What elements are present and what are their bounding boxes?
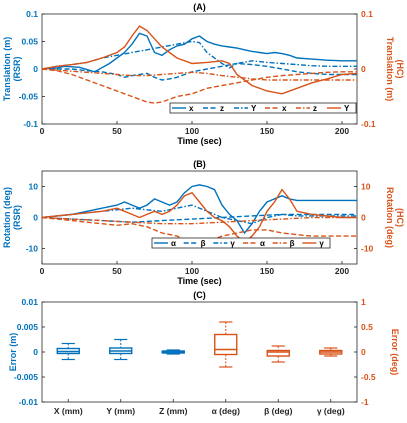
panel-a-series-left-y-line xyxy=(41,40,357,70)
panel-b-ylabel-left: Rotation (deg) xyxy=(2,187,12,248)
panel-a-legend-label: x xyxy=(282,104,287,113)
panel-a-ytick-left-label: 0.05 xyxy=(21,37,38,47)
panel-b-legend-label: β xyxy=(201,239,206,248)
panel-a-xtick-label: 50 xyxy=(112,126,122,136)
panel-c-ytick-right-label: -0.5 xyxy=(361,372,376,382)
panel-a-legend-box xyxy=(169,102,357,114)
panel-c-ytick-left-label: 0.01 xyxy=(21,297,38,307)
panel-c-ytick-left-label: -0.005 xyxy=(14,372,38,382)
panel-a-xtick-label: 0 xyxy=(40,126,45,136)
panel-a-series-right-y-line xyxy=(41,25,358,95)
panel-c-frame xyxy=(41,301,358,403)
panel-b-legend-label: α xyxy=(260,239,265,248)
panel-b-legend-label: β xyxy=(290,239,295,248)
panel-a-series-right-z-line xyxy=(41,68,357,81)
panel-c-category-label: γ (deg) xyxy=(317,406,345,416)
panel-b-legend-label: α xyxy=(171,239,176,248)
panel-c-category-label: α (deg) xyxy=(212,406,241,416)
panel-b-xtick-label: 50 xyxy=(112,266,122,276)
panel-c-ytick-right-label: 0.5 xyxy=(361,322,373,332)
panel-a-legend-label: z xyxy=(313,104,317,113)
panel-a-series-left-z-line xyxy=(42,62,357,81)
panel-c-ytick-right-label: -1 xyxy=(361,397,369,407)
panel-b-ytick-left-label: 10 xyxy=(29,182,39,192)
panel-b-series-right-β-line xyxy=(41,216,357,225)
panel-a-legend-label: Y xyxy=(344,104,350,113)
panel-b-ytick-right-label: 10 xyxy=(361,182,371,192)
panel-b-ylabel-right: Rotation (deg) xyxy=(385,187,395,248)
panel-b-ylabel-left: (RSR) xyxy=(12,205,22,230)
panel-b-ytick-left-label: -10 xyxy=(26,244,39,254)
panel-a-legend-label: Y xyxy=(251,104,257,113)
panel-b-xtick-label: 0 xyxy=(40,266,45,276)
panel-a-xtick-label: 150 xyxy=(260,126,274,136)
panel-c-category-label: Z (mm) xyxy=(159,406,188,416)
panel-a-xtick-label: 200 xyxy=(335,126,349,136)
panel-a-ylabel-right: (HC) xyxy=(395,60,405,79)
panel-c-box-4-body xyxy=(214,333,238,356)
panel-c-ytick-right-label: 0 xyxy=(361,347,366,357)
panel-a-xtick-label: 100 xyxy=(185,126,199,136)
panel-a-ytick-left-label: 0.1 xyxy=(26,9,38,19)
panel-c-category-label: X (mm) xyxy=(54,406,83,416)
panel-a-ylabel-left: (RSR) xyxy=(12,57,22,82)
panel-c-ylabel-left: Error (m) xyxy=(8,333,18,372)
panel-b-series-right-γ-line xyxy=(41,188,357,244)
panel-a-series-left-x-line xyxy=(41,32,357,73)
panel-c-title: (C) xyxy=(193,290,206,300)
panel-a-title: (A) xyxy=(193,2,206,12)
panel-b-xtick-label: 200 xyxy=(335,266,349,276)
panel-b-legend-box xyxy=(151,237,331,249)
panel-a-legend-label: z xyxy=(220,104,224,113)
panel-c-ytick-left-label: 0.005 xyxy=(17,322,39,332)
panel-c-category-label: Y (mm) xyxy=(106,406,135,416)
panel-c-ylabel-right: Error (deg) xyxy=(390,329,400,376)
panel-a-ytick-left-label: -0.05 xyxy=(19,92,39,102)
panel-b-ylabel-right: (HC) xyxy=(395,208,405,227)
panel-a-ytick-left-label: 0 xyxy=(33,64,38,74)
panel-b-legend-label: γ xyxy=(230,239,235,248)
panel-c-box-5-body xyxy=(266,349,290,357)
panel-a-ytick-right-label: 0.1 xyxy=(361,9,373,19)
panel-c-ytick-right-label: 1 xyxy=(361,297,366,307)
panel-b-series-left-α-line xyxy=(41,184,357,235)
panel-a-ylabel-left: Translation (m) xyxy=(2,37,12,102)
panel-b-xtick-label: 100 xyxy=(185,266,199,276)
panel-a-ytick-right-label: 0 xyxy=(361,64,366,74)
panel-a-ytick-left-label: -0.1 xyxy=(23,119,38,129)
panel-a-ylabel-right: Translation (m) xyxy=(385,37,395,102)
panel-b-ytick-right-label: 0 xyxy=(361,213,366,223)
panel-c-ytick-left-label: 0 xyxy=(33,347,38,357)
panel-a-ytick-right-label: -0.1 xyxy=(361,119,376,129)
panel-b-xtick-label: 150 xyxy=(260,266,274,276)
panel-c-category-label: β (deg) xyxy=(264,406,292,416)
panel-b-xlabel: Time (sec) xyxy=(177,276,221,286)
panel-a-series-right-x-line xyxy=(41,68,357,104)
panel-b-legend-label: γ xyxy=(319,239,324,248)
panel-c-ytick-left-label: -0.01 xyxy=(19,397,39,407)
panel-b-title: (B) xyxy=(193,159,206,169)
panel-b-ytick-right-label: -10 xyxy=(361,244,374,254)
panel-a-legend-label: x xyxy=(189,104,194,113)
panel-b-ytick-left-label: 0 xyxy=(33,213,38,223)
panel-a-xlabel: Time (sec) xyxy=(177,136,221,146)
